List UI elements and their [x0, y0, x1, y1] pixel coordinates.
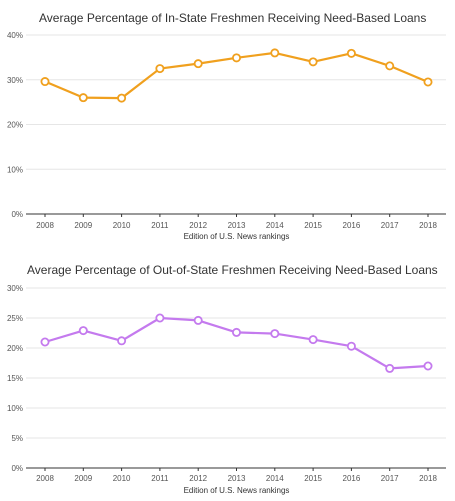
data-point	[346, 48, 356, 58]
y-tick-label: 0%	[11, 210, 23, 219]
data-point	[423, 361, 433, 371]
chart-title: Average Percentage of In-State Freshmen …	[39, 11, 426, 25]
y-tick-label: 0%	[11, 464, 23, 473]
x-tick-label: 2009	[74, 221, 92, 230]
y-tick-label: 5%	[11, 434, 23, 443]
data-point	[308, 335, 318, 345]
chart-in-state-loans: Average Percentage of In-State Freshmen …	[7, 11, 446, 241]
data-point	[385, 363, 395, 373]
series	[40, 48, 433, 103]
x-tick-label: 2009	[74, 474, 92, 483]
x-tick-label: 2018	[419, 221, 437, 230]
x-tick-label: 2012	[189, 474, 207, 483]
data-point	[270, 329, 280, 339]
series-line	[44, 316, 429, 370]
y-tick-label: 20%	[7, 344, 23, 353]
x-tick-label: 2013	[228, 474, 246, 483]
x-tick-label: 2016	[343, 474, 361, 483]
data-point	[117, 336, 127, 346]
data-point	[231, 327, 241, 337]
series	[40, 313, 433, 373]
data-point	[346, 341, 356, 351]
gridlines	[26, 34, 446, 170]
x-tick-label: 2008	[36, 474, 54, 483]
y-tick-label: 30%	[7, 284, 23, 293]
data-point	[308, 57, 318, 67]
x-tick-labels: 2008 2009 2010 2011 2012 2013 2014 2015 2016 2017…	[36, 214, 437, 230]
chart-out-of-state-loans: Average Percentage of Out-of-State Fresh…	[7, 263, 446, 495]
x-tick-label: 2018	[419, 474, 437, 483]
x-tick-label: 2016	[343, 221, 361, 230]
data-point	[385, 61, 395, 71]
x-tick-label: 2011	[151, 221, 169, 230]
data-point	[40, 77, 50, 87]
y-tick-labels: 0% 5% 10% 15% 20% 25% 30%	[7, 284, 23, 473]
x-tick-label: 2012	[189, 221, 207, 230]
y-tick-label: 40%	[7, 31, 23, 40]
x-axis-label: Edition of U.S. News rankings	[184, 232, 290, 241]
gridlines	[26, 287, 446, 439]
x-axis-label: Edition of U.S. News rankings	[184, 486, 290, 495]
y-tick-label: 30%	[7, 76, 23, 85]
data-point	[117, 93, 127, 103]
data-point	[193, 315, 203, 325]
chart-title: Average Percentage of Out-of-State Fresh…	[27, 263, 438, 277]
data-point	[270, 48, 280, 58]
y-tick-label: 15%	[7, 374, 23, 383]
y-tick-label: 10%	[7, 404, 23, 413]
data-point	[193, 59, 203, 69]
x-tick-label: 2013	[228, 221, 246, 230]
data-point	[40, 337, 50, 347]
x-tick-label: 2015	[304, 474, 322, 483]
data-point	[78, 326, 88, 336]
y-tick-label: 20%	[7, 121, 23, 130]
data-point	[231, 53, 241, 63]
x-tick-label: 2014	[266, 474, 284, 483]
x-tick-label: 2010	[113, 221, 131, 230]
x-tick-label: 2014	[266, 221, 284, 230]
x-tick-labels: 2008 2009 2010 2011 2012 2013 2014 2015 2016 2017…	[36, 468, 437, 483]
x-tick-label: 2015	[304, 221, 322, 230]
x-tick-label: 2017	[381, 221, 399, 230]
y-tick-labels: 0% 10% 20% 30% 40%	[7, 31, 23, 219]
data-point	[155, 313, 165, 323]
y-tick-label: 10%	[7, 165, 23, 174]
x-tick-label: 2011	[151, 474, 169, 483]
x-tick-label: 2010	[113, 474, 131, 483]
data-point	[423, 77, 433, 87]
x-tick-label: 2008	[36, 221, 54, 230]
data-point	[78, 93, 88, 103]
x-tick-label: 2017	[381, 474, 399, 483]
y-tick-label: 25%	[7, 314, 23, 323]
data-point	[155, 64, 165, 74]
